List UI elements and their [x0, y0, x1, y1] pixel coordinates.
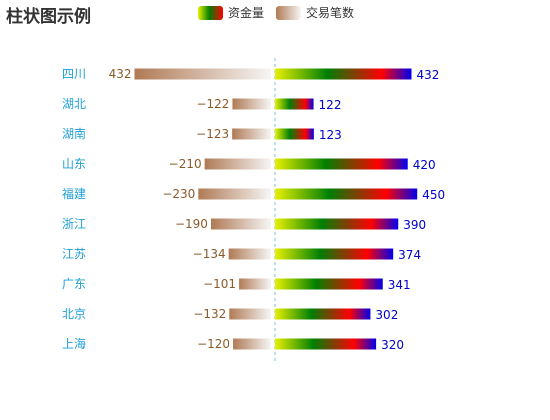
category-label: 浙江 — [62, 217, 86, 231]
bar-trade-count[interactable] — [134, 68, 271, 80]
legend: 资金量 交易笔数 — [198, 4, 366, 21]
bar-trade-count[interactable] — [229, 308, 271, 320]
data-label-fund-amount: 341 — [388, 278, 411, 292]
legend-item-fund[interactable]: 资金量 — [198, 4, 264, 21]
bar-fund-amount[interactable] — [275, 308, 371, 320]
chart-title: 柱状图示例 — [6, 7, 91, 27]
data-label-trade-count: −132 — [193, 307, 226, 321]
bar-trade-count[interactable] — [232, 98, 271, 110]
category-label: 上海 — [62, 336, 86, 351]
bar-trade-count[interactable] — [239, 278, 271, 290]
bar-fund-amount[interactable] — [275, 278, 383, 290]
data-label-fund-amount: 420 — [413, 158, 436, 172]
data-label-fund-amount: 320 — [381, 338, 404, 352]
legend-label-fund: 资金量 — [228, 6, 265, 20]
data-label-trade-count: −120 — [197, 337, 230, 351]
data-label-fund-amount: 123 — [319, 128, 342, 142]
legend-item-trade[interactable]: 交易笔数 — [276, 4, 354, 21]
bar-trade-count[interactable] — [210, 218, 271, 230]
bar-fund-amount[interactable] — [275, 338, 377, 350]
data-label-trade-count: −190 — [175, 217, 208, 231]
bar-fund-amount[interactable] — [275, 68, 412, 80]
bar-fund-amount[interactable] — [275, 128, 314, 140]
bar-trade-count[interactable] — [232, 128, 271, 140]
category-label: 湖南 — [62, 126, 86, 141]
legend-swatch-fund — [198, 5, 223, 20]
category-label: 山东 — [62, 157, 86, 171]
data-label-fund-amount: 122 — [319, 98, 342, 112]
data-label-trade-count: −210 — [169, 157, 202, 171]
data-label-trade-count: 432 — [109, 67, 132, 81]
bars-layer: 四川 432 432 湖北 −122 122 湖南 −123 123 山东 −210 420 福建 −23… — [62, 58, 445, 362]
bar-trade-count[interactable] — [204, 158, 271, 170]
bar-fund-amount[interactable] — [275, 98, 314, 110]
bar-fund-amount[interactable] — [275, 188, 418, 200]
data-label-fund-amount: 450 — [422, 188, 445, 202]
category-label: 湖北 — [62, 96, 86, 111]
category-label: 北京 — [62, 307, 86, 321]
data-label-fund-amount: 390 — [403, 218, 426, 232]
data-label-trade-count: −123 — [196, 127, 229, 141]
data-label-trade-count: −230 — [162, 187, 195, 201]
bar-trade-count[interactable] — [228, 248, 271, 260]
data-label-trade-count: −134 — [193, 247, 226, 261]
data-label-fund-amount: 302 — [375, 308, 398, 322]
data-label-fund-amount: 374 — [398, 248, 421, 262]
category-label: 四川 — [62, 67, 86, 81]
category-label: 广东 — [62, 277, 86, 291]
bar-trade-count[interactable] — [233, 338, 271, 350]
category-label: 江苏 — [62, 247, 86, 261]
legend-swatch-trade — [276, 5, 302, 20]
category-label: 福建 — [62, 186, 86, 201]
bar-trade-count[interactable] — [198, 188, 271, 200]
bar-fund-amount[interactable] — [275, 218, 399, 230]
data-label-trade-count: −122 — [196, 97, 229, 111]
bar-fund-amount[interactable] — [275, 248, 394, 260]
legend-label-trade: 交易笔数 — [306, 6, 355, 20]
bar-fund-amount[interactable] — [275, 158, 408, 170]
data-label-fund-amount: 432 — [417, 68, 440, 82]
data-label-trade-count: −101 — [203, 277, 236, 291]
